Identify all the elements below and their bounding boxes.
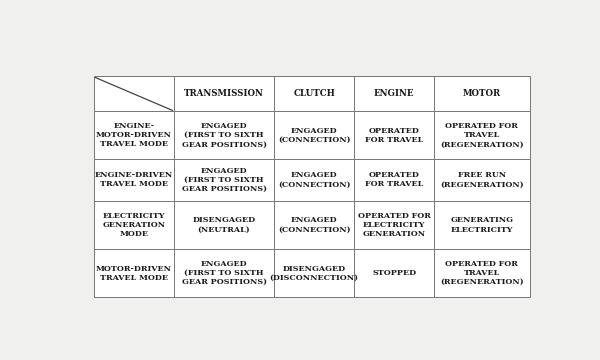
Text: ENGINE: ENGINE (374, 90, 415, 99)
Bar (434, 112, 530, 159)
Text: ENGAGED
(CONNECTION): ENGAGED (CONNECTION) (278, 171, 350, 189)
Bar (434, 201, 530, 249)
Bar (355, 112, 434, 159)
Text: ENGAGED
(CONNECTION): ENGAGED (CONNECTION) (278, 216, 350, 234)
Bar (274, 112, 355, 159)
Text: STOPPED: STOPPED (372, 269, 416, 277)
Text: OPERATED
FOR TRAVEL: OPERATED FOR TRAVEL (365, 171, 424, 189)
Text: ELECTRICITY
GENERATION
MODE: ELECTRICITY GENERATION MODE (103, 212, 166, 238)
Bar (94, 201, 174, 249)
Bar (434, 159, 530, 201)
Text: FREE RUN
(REGENERATION): FREE RUN (REGENERATION) (440, 171, 524, 189)
Text: MOTOR: MOTOR (463, 90, 501, 99)
Text: ENGINE-DRIVEN
TRAVEL MODE: ENGINE-DRIVEN TRAVEL MODE (95, 171, 173, 189)
Text: ENGAGED
(CONNECTION): ENGAGED (CONNECTION) (278, 127, 350, 144)
Bar (355, 76, 434, 112)
Bar (174, 76, 274, 112)
Bar (274, 159, 355, 201)
Text: OPERATED FOR
TRAVEL
(REGENERATION): OPERATED FOR TRAVEL (REGENERATION) (440, 260, 524, 286)
Bar (94, 159, 174, 201)
Text: OPERATED FOR
TRAVEL
(REGENERATION): OPERATED FOR TRAVEL (REGENERATION) (440, 122, 524, 148)
Bar (94, 76, 174, 112)
Bar (174, 249, 274, 297)
Bar (355, 249, 434, 297)
Text: OPERATED FOR
ELECTRICITY
GENERATION: OPERATED FOR ELECTRICITY GENERATION (358, 212, 431, 238)
Text: DISENGAGED
(DISCONNECTION): DISENGAGED (DISCONNECTION) (269, 265, 359, 282)
Text: CLUTCH: CLUTCH (293, 90, 335, 99)
Bar (355, 159, 434, 201)
Text: DISENGAGED
(NEUTRAL): DISENGAGED (NEUTRAL) (193, 216, 256, 234)
Text: ENGINE-
MOTOR-DRIVEN
TRAVEL MODE: ENGINE- MOTOR-DRIVEN TRAVEL MODE (96, 122, 172, 148)
Bar (94, 112, 174, 159)
Text: GENERATING
ELECTRICITY: GENERATING ELECTRICITY (451, 216, 514, 234)
Bar (174, 112, 274, 159)
Bar (434, 76, 530, 112)
Text: MOTOR-DRIVEN
TRAVEL MODE: MOTOR-DRIVEN TRAVEL MODE (96, 265, 172, 282)
Text: ENGAGED
(FIRST TO SIXTH
GEAR POSITIONS): ENGAGED (FIRST TO SIXTH GEAR POSITIONS) (182, 167, 266, 193)
Bar (174, 201, 274, 249)
Bar (434, 249, 530, 297)
Bar (274, 76, 355, 112)
Bar (274, 201, 355, 249)
Bar (355, 201, 434, 249)
Text: TRANSMISSION: TRANSMISSION (184, 90, 264, 99)
Bar (274, 249, 355, 297)
Bar (94, 249, 174, 297)
Text: ENGAGED
(FIRST TO SIXTH
GEAR POSITIONS): ENGAGED (FIRST TO SIXTH GEAR POSITIONS) (182, 260, 266, 286)
Text: OPERATED
FOR TRAVEL: OPERATED FOR TRAVEL (365, 127, 424, 144)
Bar (174, 159, 274, 201)
Text: ENGAGED
(FIRST TO SIXTH
GEAR POSITIONS): ENGAGED (FIRST TO SIXTH GEAR POSITIONS) (182, 122, 266, 148)
